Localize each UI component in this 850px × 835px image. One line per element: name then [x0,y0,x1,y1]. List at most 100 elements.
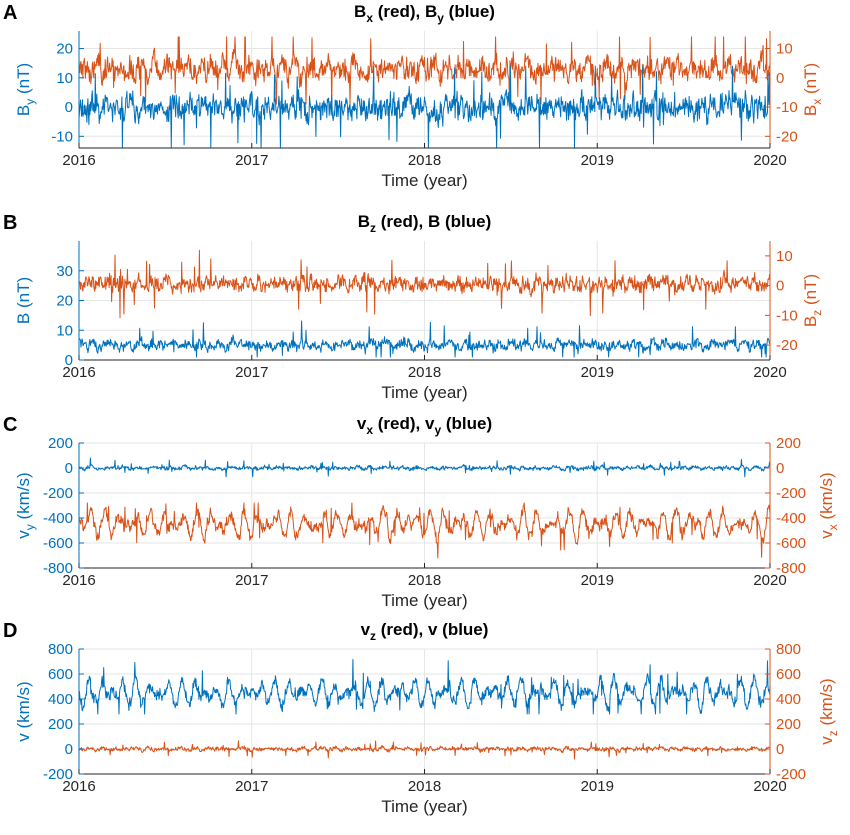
series-line-blue [78,457,771,478]
x-tick-label: 2017 [235,572,268,589]
left-tick-label: 400 [48,691,73,708]
x-tick-label: 2017 [235,778,268,795]
left-tick-label: 0 [65,460,73,477]
right-axis-label: Bz (nT) [801,274,824,327]
right-tick-label: -200 [776,485,806,502]
x-tick-label: 2019 [581,152,614,169]
title-part: B [358,212,370,231]
panel-title: Bx (red), By (blue) [354,2,495,25]
left-tick-label: -600 [43,535,73,552]
right-tick-label: -200 [776,766,806,783]
right-tick-label: 0 [776,70,784,87]
panel-title: Bz (red), B (blue) [358,212,492,235]
right-axis-label-base: v [817,530,836,539]
series-line-red [78,502,771,559]
right-tick-label: -10 [776,99,798,116]
chart-panel-c: 2016 2017 2018 2019 2020-800-600-400-2000200… [3,414,840,610]
x-tick-label: 2017 [235,152,268,169]
right-tick-label: 0 [776,460,784,477]
right-tick-label: -600 [776,535,806,552]
title-subscript: x [366,11,373,25]
left-tick-label: 200 [48,716,73,733]
left-tick-label: 0 [65,352,73,369]
x-axis-label: Time (year) [381,171,467,190]
title-subscript: y [434,423,441,437]
right-axis-label: vz (km/s) [817,678,840,744]
right-tick-label: 200 [776,435,801,452]
panel-letter: D [3,620,17,642]
right-tick-label: 200 [776,716,801,733]
right-axis-label-sub: x [810,99,824,105]
left-tick-label: 30 [56,263,73,280]
x-tick-label: 2020 [753,572,786,589]
left-tick-label: -200 [43,766,73,783]
left-axis-label-rest: (nT) [14,63,33,99]
panel-letter: A [3,2,17,24]
right-axis-label: Bx (nT) [801,63,824,116]
left-axis-label-base: v (km/s) [14,681,33,741]
left-tick-label: 0 [65,99,73,116]
series-line-blue [79,320,771,358]
right-tick-label: 10 [776,41,793,58]
left-tick-label: 600 [48,666,73,683]
left-axis-label: By (nT) [14,63,37,116]
right-tick-label: 10 [776,248,793,265]
x-tick-label: 2019 [581,572,614,589]
chart-panel-b: 2016 2017 2018 2019 2020 0 10 20 30 -20 -10 0 10 Time… [3,212,824,402]
left-tick-label: 800 [48,641,73,658]
left-axis-label-sub: y [23,524,37,530]
title-part: (red), v [373,414,435,433]
left-axis-label-base: B [14,105,33,116]
left-axis-label-base: B (nT) [14,277,33,324]
x-axis-label: Time (year) [381,797,467,816]
left-tick-label: -400 [43,510,73,527]
title-part: (red), v (blue) [376,620,488,639]
chart-panel-a: 2016 2017 2018 2019 2020 -10 0 10 20 -20 -10 0 10 Tim… [3,2,824,190]
right-axis-label-base: B [801,316,820,327]
left-axis-label-base: v [14,530,33,539]
right-axis-label-rest: (nT) [801,63,820,99]
left-tick-label: -800 [43,560,73,577]
left-tick-label: 200 [48,435,73,452]
right-axis-label-sub: z [810,310,824,316]
series-line-red [78,36,771,105]
right-axis-label: vx (km/s) [817,472,840,538]
title-part: (blue) [444,2,495,21]
x-tick-label: 2016 [62,778,95,795]
x-tick-label: 2017 [235,364,268,381]
left-tick-label: 20 [56,293,73,310]
series-line-blue [78,65,771,149]
right-tick-label: -20 [776,128,798,145]
x-tick-label: 2020 [753,778,786,795]
right-tick-label: 0 [776,278,784,295]
series-line-blue [78,658,771,715]
right-tick-label: 600 [776,666,801,683]
right-axis-label-base: v [817,736,836,745]
left-axis-label-rest: (km/s) [14,472,33,524]
x-tick-label: 2019 [581,778,614,795]
right-axis-label-rest: (km/s) [817,472,836,524]
x-tick-label: 2018 [408,364,441,381]
left-tick-label: 10 [56,322,73,339]
title-part: v [357,414,367,433]
series-line-red [78,249,771,319]
series-line-red [79,740,770,760]
right-tick-label: 400 [776,691,801,708]
left-tick-label: 20 [56,41,73,58]
title-part: (red), B (blue) [376,212,491,231]
title-part: (blue) [441,414,492,433]
left-tick-label: -10 [51,128,73,145]
panel-letter: C [3,414,17,436]
x-tick-label: 2018 [408,778,441,795]
x-tick-label: 2018 [408,152,441,169]
title-part: v [361,620,371,639]
right-tick-label: -800 [776,560,806,577]
title-subscript: y [437,11,444,25]
x-tick-label: 2020 [753,364,786,381]
right-tick-label: -20 [776,337,798,354]
right-axis-label-sub: z [826,730,840,736]
x-tick-label: 2016 [62,364,95,381]
left-axis-label: B (nT) [14,277,33,324]
chart-panel-d: 2016 2017 2018 2019 2020-2000200400600800-20… [3,620,840,816]
